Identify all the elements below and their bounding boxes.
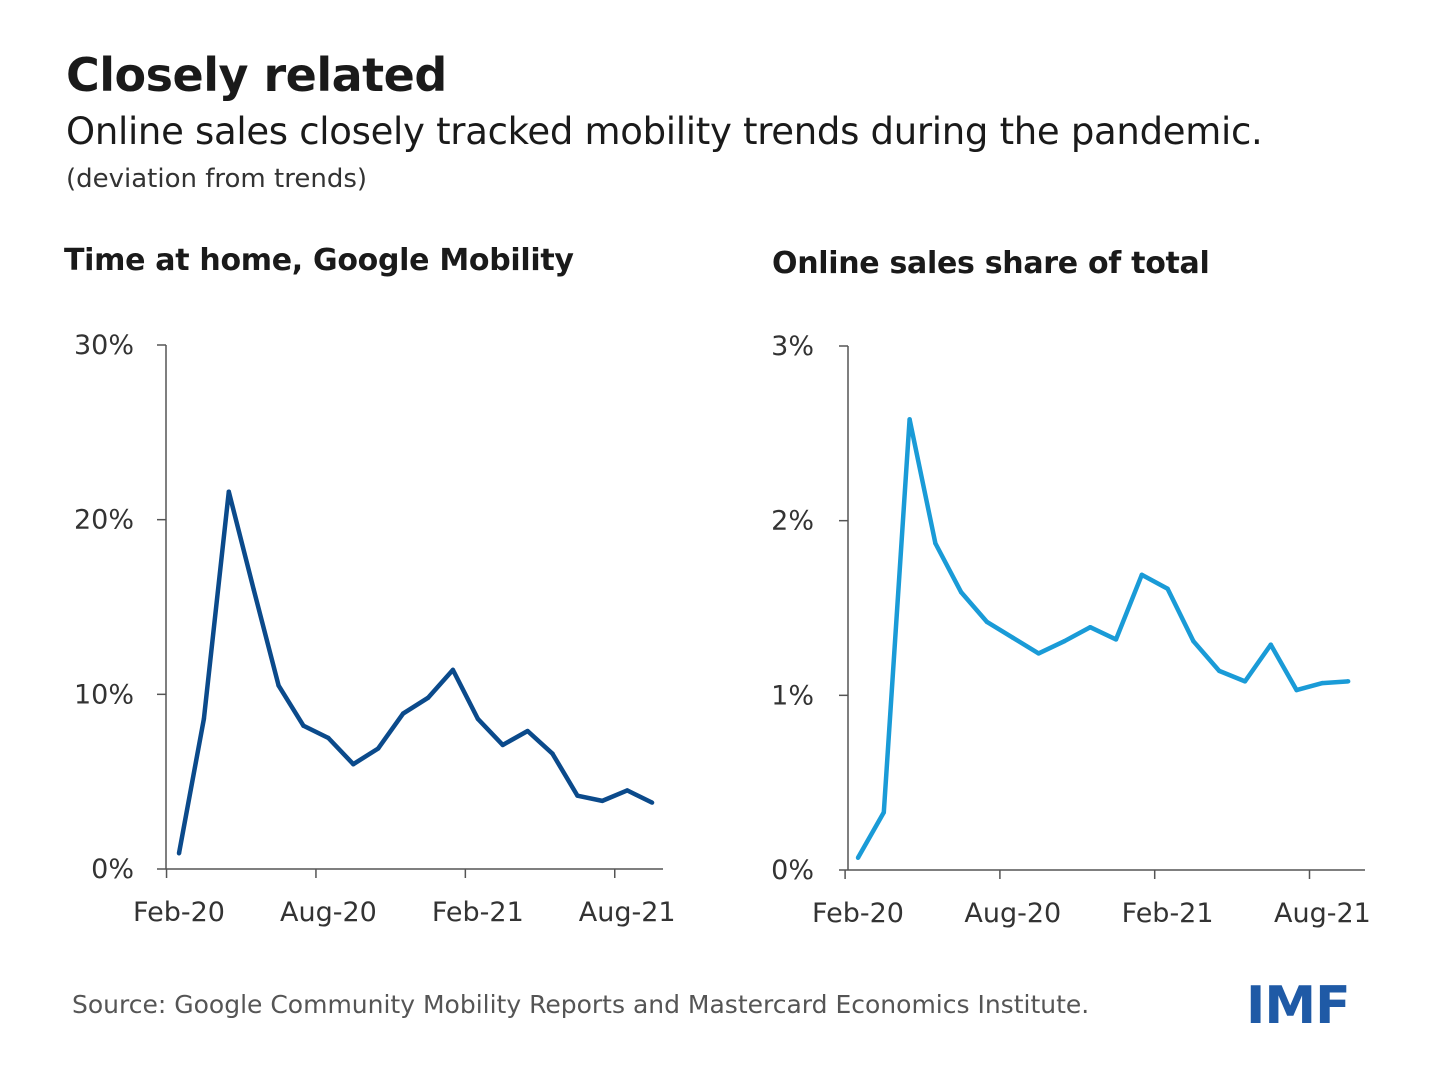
right-y-tick-label: 1% — [771, 680, 814, 711]
left-y-tick-label: 30% — [74, 330, 134, 361]
right-data-point — [1346, 679, 1351, 684]
left-data-point — [326, 735, 331, 741]
left-data-point — [351, 762, 356, 767]
left-data-point — [176, 851, 182, 856]
left-data-point — [201, 716, 207, 721]
imf-logo: IMF — [1246, 976, 1351, 1036]
left-data-point — [226, 489, 231, 494]
left-data-point — [525, 728, 530, 734]
left-x-tick-label: Aug-20 — [280, 897, 377, 928]
left-data-point — [376, 746, 381, 751]
right-data-point — [984, 619, 990, 625]
left-series-line — [176, 489, 654, 854]
right-data-point — [1242, 679, 1248, 684]
left-data-point — [550, 751, 555, 756]
left-data-point — [400, 711, 406, 716]
left-x-tick-label: Feb-20 — [133, 897, 225, 928]
right-data-point — [933, 541, 938, 546]
right-data-point — [1113, 637, 1119, 642]
right-data-point — [1294, 687, 1299, 693]
right-y-tick-label: 2% — [771, 506, 814, 537]
right-data-point — [907, 417, 912, 422]
figure-subtitle: Online sales closely tracked mobility tr… — [66, 110, 1263, 153]
right-x-tick-label: Aug-21 — [1274, 898, 1371, 929]
right-x-tick-label: Feb-21 — [1122, 898, 1214, 929]
left-data-point — [301, 723, 306, 728]
right-data-point — [1088, 625, 1093, 630]
right-data-point — [1191, 638, 1196, 644]
right-data-point — [855, 855, 861, 860]
left-data-point — [450, 667, 456, 673]
left-data-point — [625, 788, 630, 793]
left-y-tick-label: 0% — [91, 854, 134, 885]
right-x-tick-label: Feb-20 — [812, 898, 904, 929]
left-data-point — [251, 587, 256, 592]
left-data-point — [475, 716, 480, 721]
right-data-point — [1139, 572, 1145, 578]
right-y-tick-label: 0% — [771, 855, 814, 886]
units-note: (deviation from trends) — [66, 164, 368, 194]
left-data-point — [649, 800, 655, 805]
left-data-point — [575, 793, 580, 798]
left-y-tick-label: 20% — [74, 505, 134, 536]
source-note: Source: Google Community Mobility Report… — [72, 990, 1090, 1019]
right-y-tick-label: 3% — [771, 331, 814, 362]
right-data-point — [1165, 586, 1170, 591]
right-data-point — [1217, 668, 1222, 674]
left-data-point — [500, 742, 505, 748]
left-data-point — [425, 695, 431, 701]
right-data-point — [1036, 651, 1041, 656]
right-x-tick-label: Aug-20 — [964, 898, 1061, 929]
right-series-line — [856, 417, 1349, 859]
right-data-point — [1320, 680, 1325, 686]
left-x-tick-label: Aug-21 — [579, 897, 676, 928]
left-data-point — [276, 683, 281, 688]
left-y-tick-label: 10% — [74, 679, 134, 710]
right-data-point — [881, 810, 886, 815]
left-panel-title: Time at home, Google Mobility — [64, 243, 574, 278]
figure-title: Closely related — [66, 48, 447, 102]
right-data-point — [1268, 642, 1274, 647]
left-data-point — [600, 798, 605, 804]
right-panel-title: Online sales share of total — [772, 246, 1210, 281]
right-data-point — [959, 590, 964, 595]
right-data-point — [1062, 638, 1067, 644]
left-x-tick-label: Feb-21 — [432, 897, 524, 928]
right-data-point — [1010, 635, 1015, 640]
